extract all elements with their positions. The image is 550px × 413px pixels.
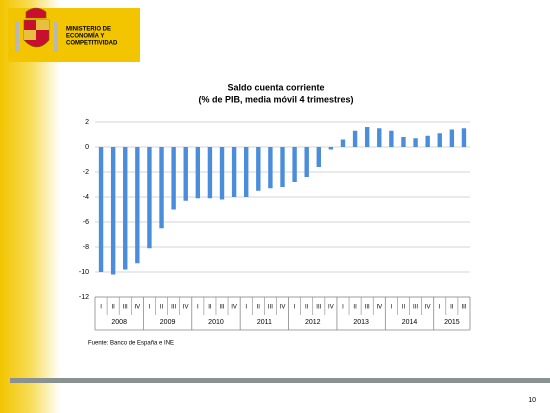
x-tick-label: III bbox=[268, 305, 273, 311]
source-note: Fuente: Banco de España e INE bbox=[88, 341, 174, 347]
year-label: 2015 bbox=[444, 319, 460, 326]
x-tick-label: IV bbox=[135, 305, 141, 311]
x-tick-label: II bbox=[402, 305, 406, 311]
x-tick-label: II bbox=[257, 305, 261, 311]
x-tick-label: IV bbox=[328, 305, 334, 311]
year-label: 2010 bbox=[208, 319, 224, 326]
x-tick-label: III bbox=[171, 305, 176, 311]
bar bbox=[123, 147, 128, 270]
bar bbox=[316, 147, 321, 167]
x-tick-label: II bbox=[305, 305, 309, 311]
y-tick-label: -2 bbox=[83, 169, 89, 176]
coat-of-arms bbox=[15, 7, 58, 52]
x-tick-label: I bbox=[245, 305, 247, 311]
bar bbox=[171, 147, 176, 210]
x-tick-label: III bbox=[220, 305, 225, 311]
bar bbox=[147, 147, 152, 249]
x-tick-label: I bbox=[294, 305, 296, 311]
bar bbox=[98, 147, 104, 272]
y-tick-label: -4 bbox=[83, 194, 89, 201]
y-tick-label: 0 bbox=[85, 144, 89, 151]
x-tick-label: III bbox=[316, 305, 321, 311]
x-tick-label: I bbox=[100, 305, 102, 311]
year-label: 2013 bbox=[353, 319, 369, 326]
x-tick-label: IV bbox=[376, 305, 382, 311]
bar bbox=[292, 147, 297, 182]
x-tick-label: I bbox=[391, 305, 393, 311]
footer-bar bbox=[10, 378, 550, 383]
x-tick-label: II bbox=[450, 305, 454, 311]
x-tick-label: IV bbox=[280, 305, 286, 311]
x-tick-label: I bbox=[197, 305, 199, 311]
y-tick-label: 2 bbox=[85, 119, 89, 126]
bar bbox=[159, 147, 164, 229]
bar bbox=[256, 147, 261, 191]
bar bbox=[135, 147, 140, 264]
y-tick-label: -12 bbox=[79, 294, 89, 301]
year-label: 2011 bbox=[257, 319, 272, 326]
bar bbox=[328, 147, 334, 150]
side-strip bbox=[0, 0, 60, 413]
page-number: 10 bbox=[528, 397, 536, 404]
x-tick-label: IV bbox=[183, 305, 189, 311]
bar bbox=[244, 147, 249, 197]
bar bbox=[231, 147, 237, 197]
x-tick-label: II bbox=[111, 305, 115, 311]
bar bbox=[195, 147, 201, 199]
bar bbox=[449, 129, 455, 147]
x-tick-label: III bbox=[123, 305, 128, 311]
y-tick-label: -8 bbox=[83, 244, 89, 251]
chart-title: Saldo cuenta corriente bbox=[227, 82, 324, 92]
bar bbox=[389, 130, 394, 147]
ministry-line: MINISTERIO DE bbox=[66, 27, 111, 33]
bar bbox=[207, 147, 213, 199]
year-label: 2008 bbox=[111, 319, 127, 326]
x-tick-label: I bbox=[439, 305, 441, 311]
y-tick-label: -6 bbox=[83, 219, 89, 226]
x-tick-label: III bbox=[413, 305, 418, 311]
bar bbox=[401, 137, 406, 147]
bar bbox=[340, 139, 346, 147]
bar bbox=[280, 147, 285, 187]
bar bbox=[461, 128, 467, 147]
bar bbox=[268, 147, 273, 189]
year-label: 2009 bbox=[160, 319, 176, 326]
bar bbox=[352, 130, 358, 147]
x-tick-label: IV bbox=[425, 305, 431, 311]
bar bbox=[183, 147, 188, 201]
bar bbox=[304, 147, 309, 177]
bar bbox=[219, 147, 225, 200]
year-label: 2014 bbox=[402, 319, 418, 326]
y-tick-label: -10 bbox=[79, 269, 89, 276]
bar bbox=[377, 128, 382, 147]
x-tick-label: II bbox=[353, 305, 357, 311]
x-tick-label: II bbox=[208, 305, 212, 311]
ministry-line: ECONOMÍA Y bbox=[66, 32, 104, 40]
bar bbox=[437, 133, 442, 147]
x-tick-label: IV bbox=[231, 305, 237, 311]
year-label: 2012 bbox=[305, 319, 321, 326]
chart-subtitle: (% de PIB, media móvil 4 trimestres) bbox=[198, 94, 353, 104]
ministry-line: COMPETITIVIDAD bbox=[66, 41, 118, 47]
bar bbox=[425, 135, 430, 147]
x-tick-label: I bbox=[149, 305, 151, 311]
x-tick-label: I bbox=[342, 305, 344, 311]
x-tick-label: III bbox=[461, 305, 466, 311]
bar bbox=[110, 147, 116, 275]
bar bbox=[413, 138, 418, 147]
bar bbox=[364, 127, 370, 147]
x-tick-label: II bbox=[160, 305, 164, 311]
x-tick-label: III bbox=[365, 305, 370, 311]
